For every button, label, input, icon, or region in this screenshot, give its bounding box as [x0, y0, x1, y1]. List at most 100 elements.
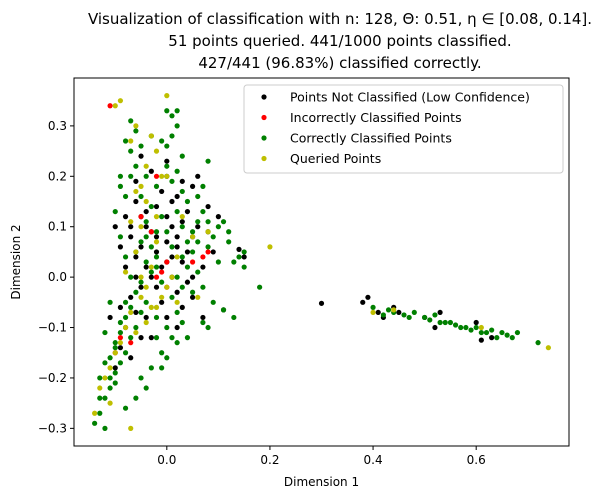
data-point: [128, 340, 134, 346]
plot-frame: [73, 77, 570, 447]
data-point: [159, 294, 165, 300]
data-point: [164, 163, 170, 169]
chart-title-line-1: Visualization of classification with n: …: [88, 10, 592, 28]
data-point: [241, 254, 247, 260]
data-point: [401, 312, 407, 318]
data-point: [164, 108, 170, 114]
data-point: [143, 284, 149, 290]
data-point: [117, 244, 124, 250]
data-point: [184, 249, 191, 255]
data-point: [148, 304, 154, 310]
data-point: [153, 264, 160, 270]
data-point: [195, 294, 201, 300]
x-tick-label: 0.0: [157, 453, 176, 467]
data-point: [159, 279, 165, 285]
data-point: [174, 324, 180, 331]
data-point: [107, 365, 113, 371]
data-point: [195, 173, 201, 179]
legend-box: [243, 84, 564, 174]
data-point: [143, 198, 149, 205]
data-point: [189, 249, 196, 255]
data-point: [189, 183, 196, 189]
data-point: [122, 324, 129, 331]
data-point: [215, 214, 221, 220]
data-point: [117, 340, 124, 346]
data-point: [427, 317, 433, 323]
y-tick-label: −0.1: [38, 321, 67, 335]
data-point: [138, 193, 144, 200]
data-point: [159, 188, 165, 195]
data-point: [380, 312, 386, 318]
data-point: [97, 385, 103, 391]
data-point: [504, 332, 510, 338]
legend-marker: [261, 155, 267, 162]
data-point: [159, 264, 165, 270]
data-point: [159, 138, 165, 144]
data-point: [169, 224, 175, 230]
data-point: [241, 249, 247, 255]
data-point: [117, 183, 124, 189]
data-point: [226, 239, 232, 245]
data-point: [143, 299, 149, 305]
legend-marker: [261, 114, 267, 121]
data-point: [189, 294, 196, 300]
data-point: [143, 173, 149, 179]
data-point: [148, 365, 154, 371]
data-point: [189, 289, 196, 295]
data-point: [117, 234, 124, 240]
data-point: [391, 307, 397, 313]
chart-title-line-2: 51 points queried. 441/1000 points class…: [168, 32, 511, 50]
data-point: [174, 234, 180, 240]
data-point: [148, 244, 154, 250]
data-point: [442, 319, 448, 326]
data-point: [189, 274, 196, 280]
data-point: [128, 219, 134, 225]
data-point: [138, 309, 144, 316]
data-point: [159, 350, 165, 356]
points-layer: [92, 93, 551, 431]
data-point: [133, 128, 139, 134]
data-point: [133, 309, 139, 316]
data-point: [153, 314, 160, 321]
data-point: [117, 345, 124, 351]
data-point: [122, 214, 129, 220]
data-point: [365, 294, 371, 300]
data-point: [545, 345, 551, 351]
data-point: [112, 208, 118, 215]
data-point: [437, 309, 443, 316]
data-point: [138, 375, 144, 381]
data-point: [184, 208, 191, 215]
data-point: [195, 224, 201, 230]
data-point: [153, 229, 160, 235]
data-point: [174, 274, 180, 280]
data-point: [133, 289, 139, 295]
data-point: [133, 178, 139, 184]
data-point: [148, 274, 154, 280]
data-point: [164, 214, 170, 220]
data-point: [483, 329, 490, 336]
data-point: [174, 340, 180, 346]
data-point: [200, 183, 206, 189]
chart-title: Visualization of classification with n: …: [88, 10, 592, 72]
data-point: [437, 319, 443, 326]
data-point: [179, 188, 185, 195]
data-point: [210, 249, 216, 255]
data-point: [153, 274, 160, 280]
data-point: [220, 219, 227, 225]
data-point: [422, 314, 428, 321]
data-point: [102, 395, 108, 401]
data-point: [107, 355, 113, 361]
data-point: [489, 327, 495, 333]
data-point: [117, 329, 124, 336]
data-point: [117, 173, 124, 179]
y-tick-label: 0.2: [48, 169, 67, 183]
legend: Points Not Classified (Low Confidence) In…: [243, 84, 564, 174]
data-point: [128, 309, 134, 316]
data-point: [128, 335, 134, 341]
data-point: [535, 340, 541, 346]
data-point: [267, 244, 273, 250]
data-point: [153, 239, 160, 245]
data-point: [138, 224, 144, 230]
data-point: [133, 249, 139, 255]
